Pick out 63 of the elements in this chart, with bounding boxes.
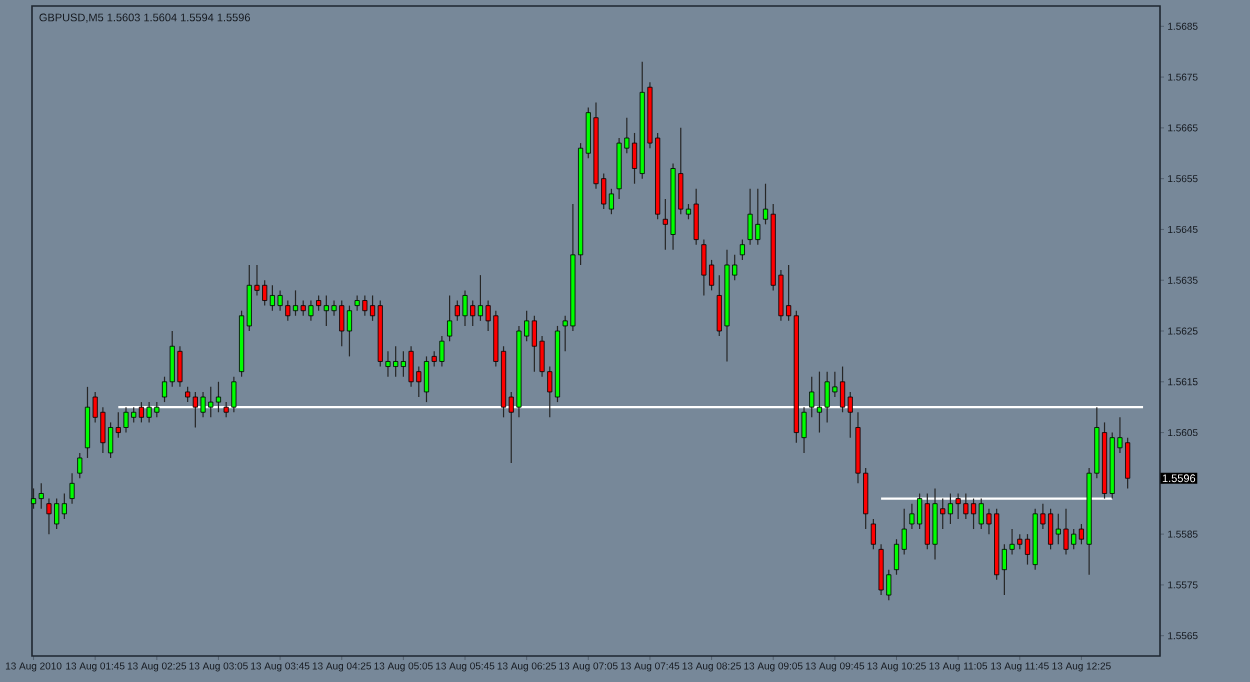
candlestick — [447, 294, 453, 342]
candlestick — [454, 299, 460, 322]
candlestick — [747, 188, 753, 246]
candlestick — [531, 315, 537, 373]
candlestick — [262, 279, 268, 307]
candlestick — [393, 345, 399, 378]
candlestick — [439, 335, 445, 368]
candlestick — [693, 188, 699, 246]
candlestick — [215, 381, 222, 413]
candlestick — [1055, 513, 1061, 545]
candlestick — [38, 482, 44, 510]
candlestick — [408, 345, 414, 388]
candlestick — [1048, 508, 1054, 550]
candlestick — [470, 299, 476, 327]
candlestick — [61, 492, 67, 520]
candlestick — [963, 492, 969, 520]
candlestick — [323, 294, 329, 327]
candlestick — [955, 492, 961, 520]
candlestick — [339, 299, 345, 347]
candlestick — [277, 289, 283, 312]
candlestick — [878, 543, 884, 596]
candlestick — [231, 376, 237, 413]
candlestick — [292, 289, 299, 317]
candlestick — [46, 497, 52, 535]
candlestick — [1063, 508, 1069, 556]
candlestick — [308, 299, 314, 322]
candlestick — [824, 371, 830, 424]
candlestick — [138, 401, 144, 424]
candlestick — [701, 238, 707, 297]
candlestick — [177, 345, 183, 388]
candlestick — [932, 487, 938, 561]
candlestick — [269, 284, 275, 312]
candlestick — [400, 350, 406, 378]
candlestick — [146, 401, 152, 424]
candlestick — [208, 386, 214, 418]
candlestick — [978, 497, 984, 530]
candlestick — [462, 289, 468, 327]
candlestick — [362, 294, 368, 317]
candlestick — [54, 497, 60, 530]
candlestick — [423, 355, 430, 403]
candlestick — [616, 137, 622, 200]
candlestick — [909, 503, 915, 530]
candlestick — [809, 376, 815, 418]
candlestick — [970, 497, 977, 530]
candlestick — [77, 452, 83, 479]
candlestick — [924, 492, 930, 550]
candlestick — [354, 294, 360, 312]
candlestick — [84, 386, 91, 459]
candlestick — [816, 371, 822, 434]
candlestick — [947, 492, 953, 525]
candlestick — [285, 299, 291, 322]
candlestick — [192, 391, 198, 429]
candlestick — [739, 238, 745, 261]
candlestick — [1125, 437, 1131, 490]
candlestick — [1071, 528, 1077, 550]
candlestick — [755, 188, 761, 246]
candlestick — [870, 518, 876, 550]
candlestick — [346, 305, 352, 357]
candlestick — [840, 365, 846, 413]
candlestick — [69, 472, 75, 505]
candlestick — [123, 406, 129, 434]
candlestick — [477, 274, 483, 322]
candlestick — [200, 391, 206, 418]
